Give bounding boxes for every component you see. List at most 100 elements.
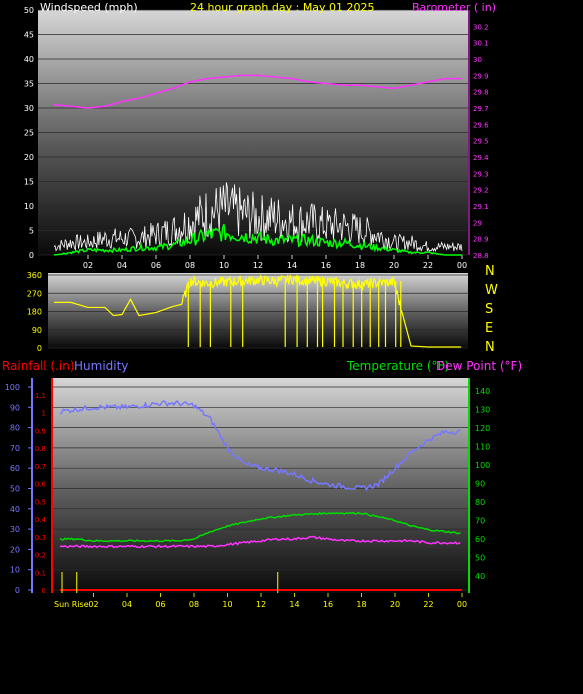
temp-x-tick: 08: [189, 600, 199, 609]
wind-x-tick: 04: [117, 261, 127, 270]
direction-degree-tick: 0: [37, 344, 42, 353]
rainfall-tick: 0.9: [35, 427, 46, 435]
graph-title: 24 hour graph day : May 01 2025: [190, 1, 375, 14]
humidity-tick: 50: [10, 485, 20, 494]
compass-label: E: [485, 321, 493, 336]
rainfall-axis-label: Rainfall (.in): [2, 359, 75, 373]
humidity-tick: 40: [10, 505, 20, 514]
barometer-tick: 29.8: [473, 89, 489, 97]
humidity-tick: 10: [10, 566, 20, 575]
temp-x-tick: 00: [457, 600, 467, 609]
temp-humidity-panel: Rainfall (.in) Humidity Temperature (°F)…: [2, 359, 522, 609]
temperature-tick: 60: [475, 535, 485, 544]
rainfall-tick: 0.8: [35, 445, 46, 453]
temperature-tick: 40: [475, 572, 485, 581]
windspeed-tick: 0: [29, 251, 34, 260]
temp-x-tick: 02: [88, 600, 98, 609]
wind-direction-line: [54, 274, 462, 348]
direction-degree-tick: 360: [27, 271, 42, 280]
barometer-tick: 29.1: [473, 203, 489, 211]
humidity-tick: 30: [10, 525, 20, 534]
temp-x-tick: 22: [423, 600, 433, 609]
barometer-tick: 29: [473, 219, 482, 227]
humidity-tick: 60: [10, 464, 20, 473]
humidity-tick: 90: [10, 403, 20, 412]
wind-x-tick: 10: [219, 261, 229, 270]
direction-degree-labels: 360 270 180 90 0: [27, 271, 42, 353]
windspeed-axis-label: Windspeed (mph): [40, 1, 138, 14]
wind-gust-line: [53, 182, 463, 253]
barometer-axis-label: Barometer ( in): [412, 1, 496, 14]
temperature-tick: 70: [475, 517, 485, 526]
windspeed-tick-labels: 0 5 10 15 20 25 30 35 40 45 50: [24, 6, 34, 260]
rainfall-tick: 0.5: [35, 498, 46, 506]
rainfall-tick: 0.1: [35, 569, 46, 577]
humidity-tick: 20: [10, 545, 20, 554]
rainfall-tick: 0.6: [35, 481, 47, 489]
sunrise-markers: [61, 572, 279, 593]
barometer-tick: 29.7: [473, 105, 489, 113]
humidity-tick: 100: [5, 383, 20, 392]
windspeed-tick: 5: [29, 227, 34, 236]
windspeed-tick: 25: [24, 129, 34, 138]
compass-label: W: [485, 283, 498, 298]
temp-x-tick: 06: [155, 600, 165, 609]
barometer-tick: 30.2: [473, 23, 489, 31]
barometer-tick: 28.9: [473, 236, 489, 244]
rainfall-tick: 0.2: [35, 552, 46, 560]
temperature-tick: 50: [475, 554, 485, 563]
temp-x-tick: 04: [122, 600, 132, 609]
windspeed-tick: 35: [24, 80, 34, 89]
wind-average-line: [53, 224, 462, 256]
temperature-tick: 120: [475, 424, 490, 433]
compass-label: N: [485, 340, 495, 355]
wind-x-tick: 18: [355, 261, 365, 270]
temp-x-tick: 10: [222, 600, 232, 609]
compass-label: N: [485, 264, 495, 279]
wind-direction-spikes: [187, 281, 402, 347]
windspeed-tick: 30: [24, 104, 34, 113]
rainfall-tick-labels: 0 0.1 0.2 0.3 0.4 0.5 0.6 0.7 0.8 0.9 1 1.1: [35, 392, 47, 595]
wind-x-tick: 02: [83, 261, 93, 270]
temperature-tick: 80: [475, 498, 485, 507]
rainfall-tick: 0.3: [35, 534, 46, 542]
windspeed-tick: 50: [24, 6, 34, 15]
windspeed-tick: 20: [24, 153, 34, 162]
humidity-tick-labels: 0 10 20 30 40 50 60 70 80 90 100: [5, 383, 32, 595]
temp-plot-area: [52, 378, 468, 593]
temperature-tick: 110: [475, 443, 490, 452]
wind-x-tick: 22: [423, 261, 433, 270]
rainfall-tick: 1.1: [35, 392, 46, 400]
temp-time-tick-labels: 02 04 06 08 10 12 14 16 18 20 22 00: [88, 593, 467, 609]
rainfall-tick: 1: [42, 410, 46, 418]
wind-gust-series: [53, 182, 463, 253]
temp-x-tick: 18: [356, 600, 366, 609]
compass-label: S: [485, 302, 493, 317]
dewpoint-line: [59, 535, 461, 549]
temperature-tick: 130: [475, 406, 490, 415]
rainfall-tick: 0.4: [35, 516, 47, 524]
barometer-tick: 30: [473, 56, 482, 64]
temperature-axis-label: Temperature (°F): [346, 359, 449, 373]
wind-x-tick: 20: [389, 261, 399, 270]
temp-x-tick: 14: [289, 600, 299, 609]
dewpoint-axis-label: Dew Point (°F): [436, 359, 522, 373]
windspeed-tick: 40: [24, 55, 34, 64]
wind-x-tick: 14: [287, 261, 297, 270]
wind-x-tick: 12: [253, 261, 263, 270]
wind-x-tick: 16: [321, 261, 331, 270]
humidity-tick: 70: [10, 444, 20, 453]
rainfall-tick: 0.7: [35, 463, 46, 471]
temperature-tick: 100: [475, 461, 490, 470]
temp-x-tick: 20: [390, 600, 400, 609]
rainfall-tick: 0: [42, 587, 46, 595]
direction-degree-tick: 270: [27, 289, 42, 298]
temp-x-tick: 12: [256, 600, 266, 609]
barometer-tick: 29.3: [473, 170, 489, 178]
barometer-tick: 30.1: [473, 40, 489, 48]
wind-barometer-panel: Windspeed (mph) 24 hour graph day : May …: [24, 1, 496, 270]
windspeed-tick: 10: [24, 202, 34, 211]
direction-plot-area: [48, 273, 468, 348]
